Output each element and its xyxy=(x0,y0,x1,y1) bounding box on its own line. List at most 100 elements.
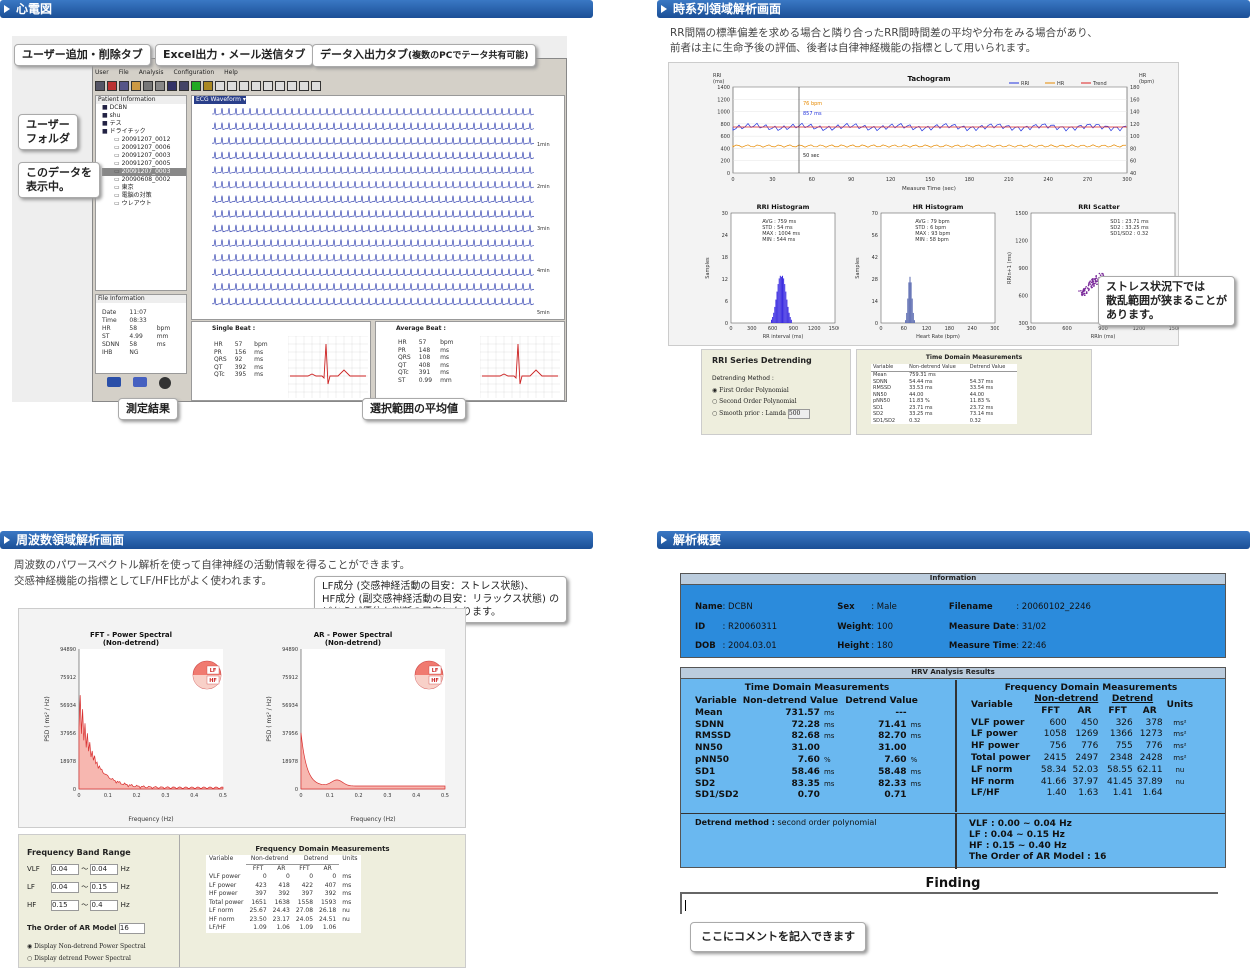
band-max-input[interactable]: 0.4 xyxy=(90,900,119,911)
transfer-icon[interactable] xyxy=(133,377,147,387)
summary-fdm: Frequency Domain Measurements Variable No… xyxy=(955,680,1225,812)
waveform-tab[interactable]: ECG Waveform ▾ xyxy=(194,96,246,104)
info-label-cell: Sex xyxy=(837,602,855,612)
toolbar-help-icon[interactable] xyxy=(311,81,321,91)
tdm-cell: NN50 xyxy=(873,391,887,398)
hr-histogram-chart: HR Histogram 70 56 42 28 14 00 60 120 180 240 300 He… xyxy=(855,203,999,340)
toolbar-user-edit-icon[interactable] xyxy=(119,81,129,91)
tree-item[interactable]: ▭ 20091207_0012 xyxy=(102,136,186,144)
tree-item[interactable]: ▭ 電脳の対策 xyxy=(102,192,186,200)
toolbar-disk-icon[interactable] xyxy=(179,81,189,91)
psd-ytick: 75912 xyxy=(282,675,298,681)
band-min-input[interactable]: 0.04 xyxy=(51,882,79,893)
avg-param-cell: 148 xyxy=(418,346,431,354)
table-row: QRS 108 ms xyxy=(398,354,462,362)
band-max-input[interactable]: 0.04 xyxy=(90,864,119,875)
tachogram-ytick-right: 120 xyxy=(1130,122,1140,128)
psd-xlabel: Frequency (Hz) xyxy=(350,816,395,823)
histogram-bar xyxy=(910,282,912,323)
table-row: FFT AR FFT AR xyxy=(206,864,361,873)
info-value-cell: : 20060102_2246 xyxy=(1016,602,1091,612)
tree-item[interactable]: ■ テス xyxy=(102,120,186,128)
hrv-results-panel: HRV Analysis Results Time Domain Measure… xyxy=(680,667,1226,869)
summary-fdm-cell: 1.40 xyxy=(1046,788,1067,799)
psd-ytick: 0 xyxy=(295,787,298,793)
tree-item[interactable]: ■ ドライチック xyxy=(102,128,186,136)
usb-icon[interactable] xyxy=(107,377,121,387)
file-icon: ▭ xyxy=(114,168,122,175)
device-icon[interactable] xyxy=(159,377,171,389)
single-beat-panel: Single Beat : HR 57 bpm PR 156 ms QRS 92 ms QT 392… xyxy=(191,321,371,401)
toolbar-ecg-icon[interactable] xyxy=(239,81,249,91)
toolbar-save-icon[interactable] xyxy=(167,81,177,91)
fdm-title: Frequency Domain Measurements xyxy=(255,845,390,853)
menu-configuration[interactable]: Configuration xyxy=(173,69,215,76)
option-non-detrend[interactable]: ◉ Display Non-detrend Power Spectral xyxy=(27,943,177,951)
histogram-xtick: 1500 xyxy=(829,326,839,332)
patient-tree: Patient Information ■ DCBN ■ shu ■ テス ■ ドライ… xyxy=(95,95,187,291)
toolbar-user-del-icon[interactable] xyxy=(107,81,117,91)
tachogram-plot-area xyxy=(732,86,1128,174)
toolbar-grid-icon[interactable] xyxy=(299,81,309,91)
toolbar-folder-icon[interactable] xyxy=(131,81,141,91)
psd-ytick: 18978 xyxy=(282,759,298,765)
fdm-box: Frequency Domain Measurements Variable No… xyxy=(179,835,465,967)
beat-param-cell: ms xyxy=(254,348,264,356)
toolbar-user-add-icon[interactable] xyxy=(95,81,105,91)
summary-tdm-cell: ms xyxy=(823,708,835,717)
menu-help[interactable]: Help xyxy=(224,69,238,76)
option-first-order[interactable]: ◉ First Order Polynomial xyxy=(702,383,850,395)
option-detrend-label: Display detrend Power Spectral xyxy=(34,955,131,962)
finding-input[interactable] xyxy=(680,892,1218,914)
summary-tdm-cell xyxy=(822,743,840,755)
detrend-method-row: Detrend method : second order polynomial xyxy=(695,818,877,827)
avg-param-cell: ms xyxy=(440,346,450,354)
toolbar-export-icon[interactable] xyxy=(227,81,237,91)
file-information: File Information Date 11:07 Time 08:33 HR 58 b… xyxy=(95,294,187,374)
scatter-point xyxy=(1090,285,1093,287)
summary-fdm-cell: 62.11 xyxy=(1136,764,1163,775)
tree-item[interactable]: ▭ ウレアウト xyxy=(102,200,186,208)
file-info-cell: 58 xyxy=(129,341,138,348)
tree-item[interactable]: ▭ 20091207_0003 xyxy=(102,152,186,160)
tree-item[interactable]: ▭ 20091207_0006 xyxy=(102,144,186,152)
toolbar-down-icon[interactable] xyxy=(275,81,285,91)
band-min-input[interactable]: 0.15 xyxy=(51,900,79,911)
toolbar-excel-icon[interactable] xyxy=(191,81,201,91)
tree-item[interactable]: ▭ 20090608_0002 xyxy=(102,176,186,184)
toolbar-table-icon[interactable] xyxy=(251,81,261,91)
tree-item[interactable]: ■ shu xyxy=(102,112,186,120)
band-max-input[interactable]: 0.15 xyxy=(90,882,119,893)
option-smooth-prior[interactable]: ○ Smooth prior : Lamda 500 xyxy=(702,406,850,419)
menu-file[interactable]: File xyxy=(118,69,129,76)
summary-tdm-cell: ms xyxy=(910,720,922,729)
menu-user[interactable]: User xyxy=(95,69,109,76)
table-row: ST 4.99 mm xyxy=(102,333,180,341)
lamda-input[interactable]: 500 xyxy=(787,409,810,419)
tree-item[interactable]: ▭ 東京 xyxy=(102,184,186,192)
band-min-input[interactable]: 0.04 xyxy=(51,864,79,875)
tree-item[interactable]: ▭ 20091207_0003 xyxy=(102,168,186,176)
fdm-cell: 1638 xyxy=(274,898,290,906)
ar-order-input[interactable]: 16 xyxy=(118,923,145,934)
psd-xtick: 0 xyxy=(77,793,80,799)
summary-tdm-cell xyxy=(909,743,923,755)
summary-tdm-cell: 0.70 xyxy=(797,790,820,801)
option-detrend[interactable]: ○ Display detrend Power Spectral xyxy=(27,955,177,963)
toolbar-bp-icon[interactable] xyxy=(263,81,273,91)
tree-item[interactable]: ■ DCBN xyxy=(102,104,186,112)
table-row: SDNN 58 ms xyxy=(102,341,180,349)
toolbar-print-icon[interactable] xyxy=(155,81,165,91)
table-row: Date 11:07 xyxy=(102,309,180,317)
menu-analysis[interactable]: Analysis xyxy=(138,69,164,76)
histogram-xtick: 300 xyxy=(747,326,757,332)
file-icon: ▭ xyxy=(114,144,122,151)
toolbar-import-icon[interactable] xyxy=(215,81,225,91)
toolbar-refresh-icon[interactable] xyxy=(143,81,153,91)
toolbar-mail-icon[interactable] xyxy=(203,81,213,91)
summary-fdm-cell: 1.41 xyxy=(1112,788,1133,799)
option-second-order[interactable]: ○ Second Order Polynomial xyxy=(702,395,850,406)
tree-item[interactable]: ▭ 20091207_0005 xyxy=(102,160,186,168)
toolbar-up-icon[interactable] xyxy=(287,81,297,91)
single-beat-waveform xyxy=(288,336,368,398)
